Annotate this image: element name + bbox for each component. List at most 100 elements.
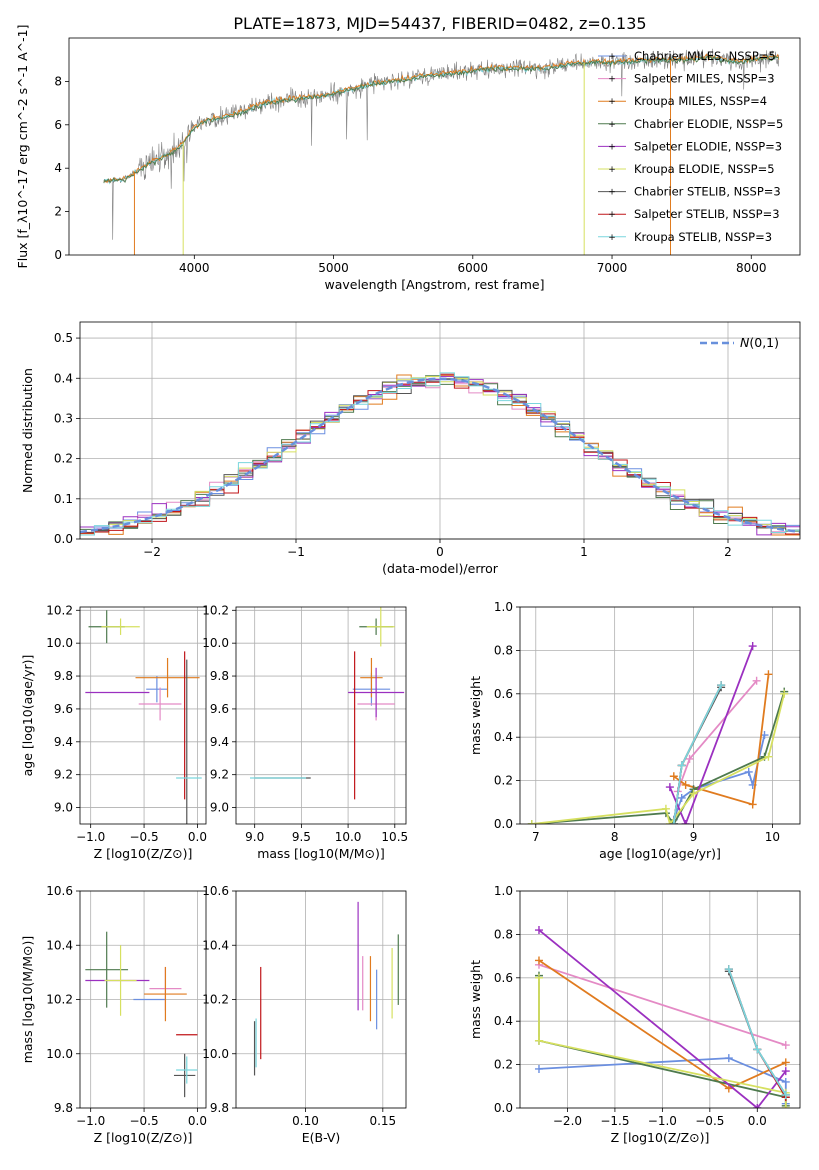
series-marker <box>748 642 757 651</box>
plot-frame <box>235 890 407 1109</box>
panel-residuals: −2 −1 0 1 2 0.0 0.1 0.2 0.3 0.4 0.5 N(0,1) (data-mod… <box>20 321 801 576</box>
series-marker <box>534 973 543 982</box>
legend: N(0,1) <box>700 335 779 350</box>
plot-area <box>85 931 198 1098</box>
series-marker <box>753 1104 762 1108</box>
series-line <box>531 691 786 824</box>
y-tick-label: 2 <box>54 205 62 219</box>
observed-spectrum-line <box>103 48 780 240</box>
panel-mass_weight_vs_Z: −2.0 −1.5 −1.0 −0.5 0.0 0.0 0.2 0.4 0.6 0.8 1.0 Z [… <box>468 884 801 1145</box>
figure-title: PLATE=1873, MJD=54437, FIBERID=0482, z=0… <box>233 14 646 33</box>
series-marker <box>753 1045 762 1054</box>
y-tick-label: 10.6 <box>46 884 73 898</box>
series-line <box>672 684 722 824</box>
y-tick-label: 10.0 <box>202 1047 229 1061</box>
x-axis-label: (data-model)/error <box>382 561 499 576</box>
plot-frame <box>79 606 207 825</box>
series-marker <box>527 820 536 824</box>
x-tick-label: 9.0 <box>245 830 264 844</box>
series-marker <box>744 767 753 776</box>
y-tick-label: 10.0 <box>46 1047 73 1061</box>
panel-age_vs_mass: 9.0 9.5 10.0 10.5 9.0 9.2 9.4 9.6 9.8 10.0 10.2 mas… <box>202 603 408 861</box>
y-tick-label: 0.3 <box>54 411 73 425</box>
plot-area <box>250 607 405 800</box>
y-tick-label: 0.0 <box>494 1101 513 1115</box>
x-tick-label: 0 <box>436 545 444 559</box>
y-tick-label: 10.4 <box>202 938 229 952</box>
legend-marker: + <box>608 75 616 85</box>
series-marker <box>681 780 690 789</box>
legend-marker: + <box>608 97 616 107</box>
legend-marker: + <box>608 165 616 175</box>
series-marker <box>534 926 543 935</box>
x-tick-label: 0.0 <box>188 830 207 844</box>
legend-label: Kroupa ELODIE, NSSP=5 <box>634 162 775 176</box>
y-tick-label: 0.4 <box>54 371 73 385</box>
y-tick-label: 9.2 <box>210 768 229 782</box>
plot-frame <box>68 37 801 256</box>
y-tick-label: 9.0 <box>54 801 73 815</box>
legend-label-args: (0,1) <box>749 335 779 350</box>
series-marker <box>724 965 733 974</box>
x-axis-label: wavelength [Angstrom, rest frame] <box>324 277 544 292</box>
panel-mass_weight_vs_age: 7 8 9 10 0.0 0.2 0.4 0.6 0.8 1.0 age [log10(age/yr… <box>468 600 801 861</box>
plot-frame <box>79 890 207 1109</box>
legend-marker: + <box>608 188 616 198</box>
y-tick-label: 8 <box>54 74 62 88</box>
y-tick-label: 10.2 <box>46 993 73 1007</box>
y-tick-label: 1.0 <box>494 884 513 898</box>
x-tick-label: −1.0 <box>648 1114 677 1128</box>
x-tick-label: 8 <box>611 830 619 844</box>
series-marker <box>781 1104 790 1108</box>
x-tick-label: −1.5 <box>600 1114 629 1128</box>
y-tick-label: 9.4 <box>210 735 229 749</box>
x-tick-label: 1 <box>580 545 588 559</box>
y-tick-label: 0.4 <box>494 730 513 744</box>
series-marker <box>681 820 690 824</box>
x-axis-label: Z [log10(Z/Z⊙)] <box>94 1130 193 1145</box>
series-line <box>531 693 786 824</box>
legend-label: Salpeter ELODIE, NSSP=3 <box>634 139 782 153</box>
legend-label: Salpeter STELIB, NSSP=3 <box>634 207 780 221</box>
series-marker <box>764 752 773 761</box>
model-spectrum-line <box>103 54 780 184</box>
series-marker <box>724 1054 733 1063</box>
y-tick-label: 9.2 <box>54 768 73 782</box>
y-axis-label: mass weight <box>468 676 483 755</box>
y-axis-label: mass weight <box>468 960 483 1039</box>
series-line <box>672 684 722 824</box>
y-tick-label: 10.4 <box>46 938 73 952</box>
x-axis-label: age [log10(age/yr)] <box>599 846 721 861</box>
x-tick-label: −2 <box>143 545 161 559</box>
x-tick-label: 8000 <box>736 261 767 275</box>
series-marker <box>677 761 686 770</box>
x-tick-label: 7000 <box>597 261 628 275</box>
series-marker <box>781 1090 790 1099</box>
y-tick-label: 9.6 <box>210 702 229 716</box>
series-marker <box>780 689 789 698</box>
x-tick-label: 0.10 <box>292 1114 319 1128</box>
plot-area <box>103 48 780 255</box>
series-line <box>669 645 754 824</box>
y-tick-label: 10.0 <box>202 636 229 650</box>
y-tick-label: 0.2 <box>494 1058 513 1072</box>
y-tick-label: 0.2 <box>54 452 73 466</box>
series-marker <box>752 676 761 685</box>
y-tick-label: 9.8 <box>210 669 229 683</box>
y-tick-label: 9.8 <box>210 1101 229 1115</box>
y-tick-label: 0.0 <box>494 817 513 831</box>
x-axis-label: Z [log10(Z/Z⊙)] <box>611 1130 710 1145</box>
x-tick-label: −0.5 <box>129 830 158 844</box>
series-marker <box>534 1064 543 1073</box>
y-axis-label: Flux [f_λ10^-17 erg cm^-2 s^-1 A^-1] <box>15 25 30 269</box>
y-tick-label: 6 <box>54 118 62 132</box>
y-tick-label: 10.2 <box>202 603 229 617</box>
panels: 4000 5000 6000 7000 8000 0 2 4 6 8 + Chabrier MILES… <box>15 25 801 1145</box>
y-tick-label: 4 <box>54 161 62 175</box>
x-tick-label: 10.0 <box>335 830 362 844</box>
legend-label: Kroupa MILES, NSSP=4 <box>634 94 767 108</box>
x-tick-label: 0.0 <box>188 1114 207 1128</box>
series-marker <box>685 754 694 763</box>
normal-reference-curve <box>80 377 800 534</box>
